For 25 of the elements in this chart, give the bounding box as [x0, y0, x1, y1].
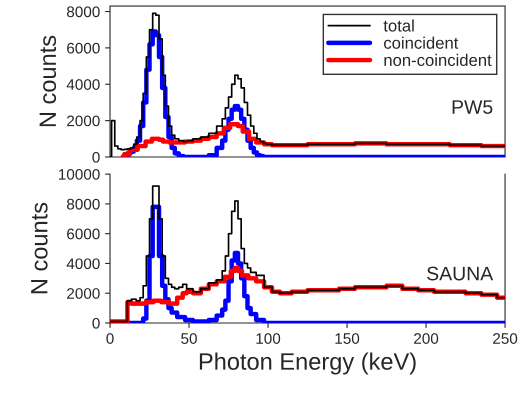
y-axis-title: N counts	[40, 36, 56, 126]
y-tick-label: 2000	[67, 115, 100, 126]
x-tick-label: 150	[335, 333, 360, 344]
y-axis-title: N counts	[31, 202, 48, 294]
x-axis-title: Photon Energy (keV)	[200, 352, 416, 375]
legend-label: non-coincident	[384, 54, 492, 66]
y-tick-label: 0	[92, 318, 100, 329]
x-tick-label: 100	[256, 333, 280, 344]
y-tick-label: 10000	[58, 168, 100, 180]
x-tick-label: 50	[181, 333, 197, 344]
x-tick-label: 0	[106, 333, 114, 344]
annotation: SAUNA	[427, 266, 494, 280]
y-tick-label: 4000	[66, 258, 100, 270]
y-tick-label: 8000	[66, 6, 100, 18]
y-tick-label: 0	[92, 152, 100, 163]
y-tick-label: 2000	[67, 288, 100, 299]
y-tick-label: 6000	[67, 42, 100, 54]
legend-label: coincident	[384, 36, 458, 49]
y-tick-label: 6000	[67, 228, 100, 240]
y-tick-label: 8000	[66, 198, 100, 210]
legend-label: total	[384, 19, 414, 32]
y-tick-label: 4000	[66, 79, 100, 90]
x-tick-label: 250	[493, 333, 518, 344]
x-tick-label: 200	[414, 333, 438, 344]
annotation: PW5	[452, 100, 492, 114]
